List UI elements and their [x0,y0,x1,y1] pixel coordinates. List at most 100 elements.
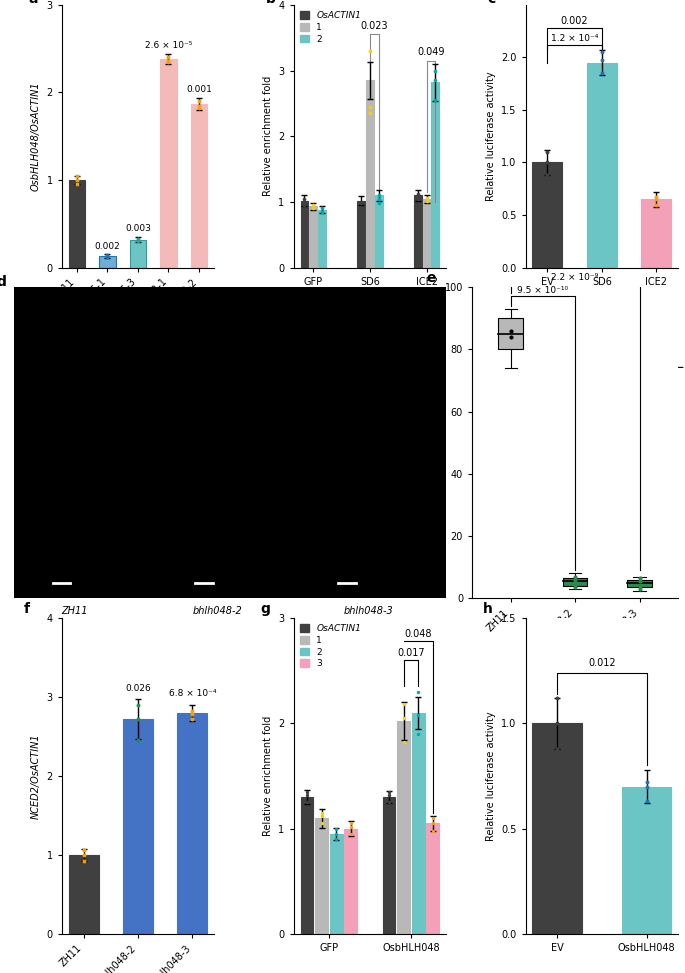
Bar [319,210,326,268]
Point [506,323,516,339]
Point [316,805,327,820]
Bar [432,83,439,268]
Point [570,572,581,588]
Bar [563,578,587,586]
Legend: OsACTIN1, 1, 2: OsACTIN1, 1, 2 [298,10,363,46]
Text: f: f [23,602,29,616]
Point [316,809,327,824]
Point [132,697,143,712]
Text: 0.048: 0.048 [404,629,432,639]
Point [299,198,310,213]
Point [301,787,312,803]
Text: 0.012: 0.012 [588,659,616,668]
Point [384,787,395,803]
Bar [301,797,313,934]
Bar [641,199,671,268]
Text: 0.002: 0.002 [95,242,121,251]
Bar [499,318,523,349]
Text: 0.023: 0.023 [360,21,388,31]
Bar [414,196,421,268]
Point [71,168,82,184]
Point [551,740,562,756]
Point [430,92,441,108]
Point [193,100,204,116]
Point [331,826,342,842]
Text: 0.003: 0.003 [125,225,151,234]
Bar [177,712,208,934]
Bar [129,239,147,268]
Point [132,231,143,246]
Point [356,195,366,210]
Point [384,795,395,811]
Point [430,62,441,79]
Point [308,198,319,213]
Bar [366,81,374,268]
Point [412,189,423,204]
Point [345,815,356,831]
Point [308,200,319,216]
Bar [123,719,153,934]
Text: c: c [488,0,496,6]
Bar [532,723,582,934]
Point [641,778,652,794]
Point [384,784,395,800]
Text: 9.5 × 10⁻¹⁰: 9.5 × 10⁻¹⁰ [517,286,569,295]
Point [570,575,581,591]
Text: 0.001: 0.001 [186,86,212,94]
Y-axis label: Relative luciferase activity: Relative luciferase activity [486,711,495,841]
Point [634,581,645,596]
Point [187,711,198,727]
Point [542,144,553,160]
Text: e: e [427,271,436,285]
Bar [587,62,616,268]
Bar [190,104,208,268]
Bar [357,200,365,268]
Bar [310,206,317,268]
Text: bhlh048-3: bhlh048-3 [344,606,393,616]
Bar [382,797,395,934]
Point [412,186,423,201]
Point [316,815,327,831]
Point [364,105,375,121]
Point [570,577,581,593]
Point [193,93,204,109]
Y-axis label: Relative enrichment fold: Relative enrichment fold [263,76,273,197]
Bar [375,196,383,268]
Point [78,847,89,863]
Point [641,794,652,810]
Text: ZH11: ZH11 [61,606,88,616]
Point [102,249,113,265]
Point [316,200,327,216]
Y-axis label: Relative enrichment fold: Relative enrichment fold [263,716,273,836]
Text: g: g [260,602,270,616]
Point [132,234,143,249]
Point [651,192,662,207]
Point [551,715,562,731]
Point [634,570,645,586]
Point [163,54,174,69]
Text: 0.026: 0.026 [125,684,151,693]
Point [301,795,312,811]
Text: 1.2 × 10⁻⁴: 1.2 × 10⁻⁴ [551,34,598,43]
Bar [315,818,328,934]
Point [413,707,424,723]
Bar [397,721,410,934]
Bar [627,580,651,588]
Point [413,726,424,741]
Point [163,50,174,65]
Point [506,329,516,344]
Point [163,54,174,69]
Point [413,684,424,700]
Point [193,98,204,114]
Text: 6.8 × 10⁻⁴: 6.8 × 10⁻⁴ [169,690,216,699]
Bar [68,855,99,934]
Legend: OsACTIN1, 1, 2, 3: OsACTIN1, 1, 2, 3 [298,623,363,670]
Point [651,190,662,205]
Point [78,853,89,869]
Point [316,204,327,220]
Point [356,196,366,211]
Point [412,191,423,206]
Point [398,710,409,726]
Point [373,191,384,206]
Point [570,569,581,585]
